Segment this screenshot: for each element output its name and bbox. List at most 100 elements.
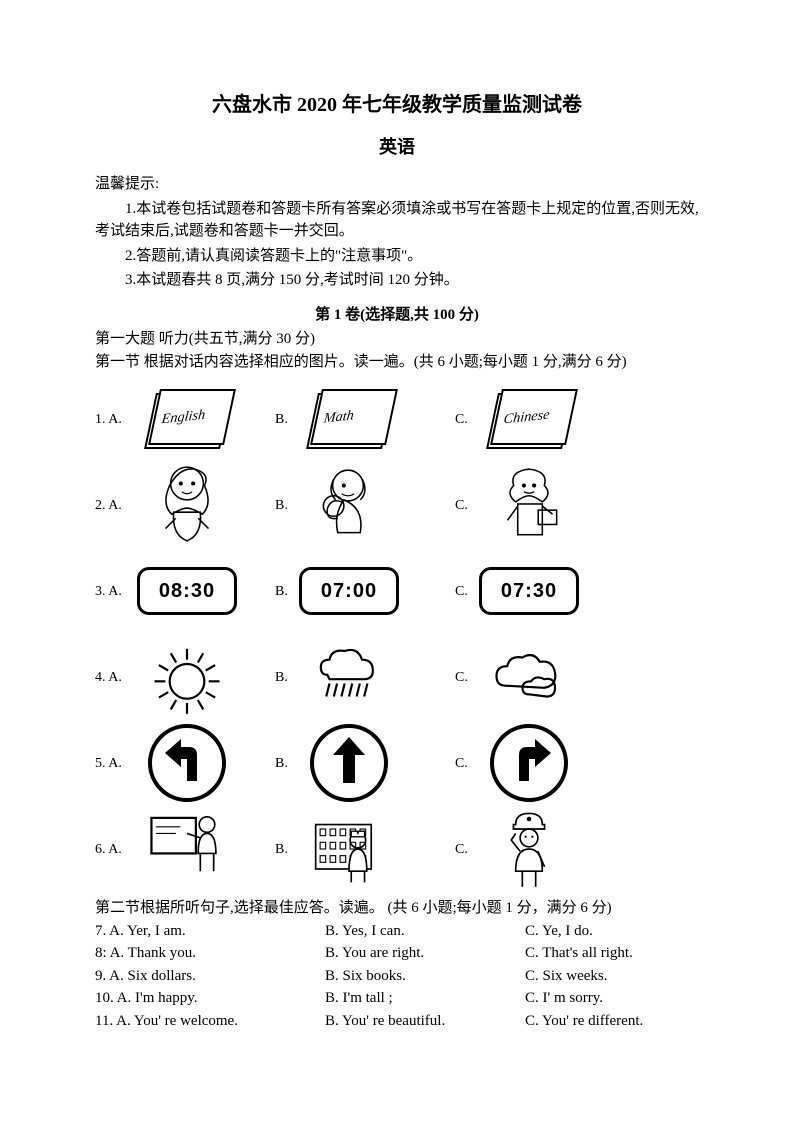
- question-row: 11. A. You' re welcome.B. You' re beauti…: [95, 1010, 699, 1033]
- clock-icon: 07:30: [479, 567, 579, 615]
- tips-label: 温馨提示:: [95, 173, 699, 196]
- picture-box: Chinese: [479, 381, 579, 457]
- picture-box: [137, 725, 237, 801]
- row-number: 3. A.: [95, 581, 137, 602]
- option-label: B.: [275, 495, 299, 516]
- picture-box: [137, 811, 237, 887]
- option-b: B. Six books.: [325, 965, 525, 988]
- question2-block: 7. A. Yer, I am.B. Yes, I can.C. Ye, I d…: [95, 920, 699, 1033]
- option-c: C. I' m sorry.: [525, 987, 699, 1010]
- tip-2: 2.答题前,请认真阅读答题卡上的"注意事项"。: [95, 245, 699, 268]
- picture-box: [479, 725, 579, 801]
- question-row: 8: A. Thank you.B. You are right.C. That…: [95, 942, 699, 965]
- option-cell: 3. A.08:30: [95, 553, 275, 629]
- question-row: 10. A. I'm happy.B. I'm tall ;C. I' m so…: [95, 987, 699, 1010]
- clock-icon: 07:00: [299, 567, 399, 615]
- arrow-sign-icon: [148, 724, 226, 802]
- weather-icon: [304, 638, 394, 716]
- row-number: 1. A.: [95, 409, 137, 430]
- row-number: 6. A.: [95, 839, 137, 860]
- row-number: 2. A.: [95, 495, 137, 516]
- weather-icon: [142, 638, 232, 716]
- option-a: 10. A. I'm happy.: [95, 987, 325, 1010]
- job-icon: [487, 809, 571, 889]
- option-label: B.: [275, 753, 299, 774]
- picture-box: English: [137, 381, 237, 457]
- picture-box: [299, 725, 399, 801]
- option-b: B. You are right.: [325, 942, 525, 965]
- girl-icon: [149, 463, 225, 547]
- option-cell: C.07:30: [455, 553, 635, 629]
- picture-box: [479, 639, 579, 715]
- clock-icon: 08:30: [137, 567, 237, 615]
- picture-box: Math: [299, 381, 399, 457]
- option-c: C. Ye, I do.: [525, 920, 699, 943]
- arrow-sign-icon: [310, 724, 388, 802]
- option-label: B.: [275, 581, 299, 602]
- option-label: B.: [275, 667, 299, 688]
- option-label: C.: [455, 753, 479, 774]
- job-icon: [307, 809, 391, 889]
- option-cell: 4. A.: [95, 639, 275, 715]
- picture-box: [137, 467, 237, 543]
- option-label: C.: [455, 495, 479, 516]
- book-icon: English: [144, 389, 230, 449]
- picture-row: 5. A. B. C.: [95, 725, 699, 801]
- option-b: B. I'm tall ;: [325, 987, 525, 1010]
- picture-box: [299, 639, 399, 715]
- picture-box: [299, 811, 399, 887]
- girl-icon: [311, 463, 387, 547]
- option-b: B. Yes, I can.: [325, 920, 525, 943]
- section2-header: 第二节根据所听句子,选择最佳应答。读遍。 (共 6 小题;每小题 1 分，满分 …: [95, 897, 699, 920]
- picture-box: 07:00: [299, 553, 399, 629]
- picture-box: 07:30: [479, 553, 579, 629]
- exam-page: 六盘水市 2020 年七年级教学质量监测试卷 英语 温馨提示: 1.本试卷包括试…: [0, 0, 794, 1072]
- picture-box: [479, 811, 579, 887]
- picture-row: 4. A.B.C.: [95, 639, 699, 715]
- girl-icon: [491, 463, 567, 547]
- option-c: C. You' re different.: [525, 1010, 699, 1033]
- option-cell: B. Math: [275, 381, 455, 457]
- option-cell: 6. A.: [95, 811, 275, 887]
- listen-header: 第一大题 听力(共五节,满分 30 分): [95, 328, 699, 351]
- option-b: B. You' re beautiful.: [325, 1010, 525, 1033]
- picture-row: 6. A. B. C.: [95, 811, 699, 887]
- option-label: C.: [455, 581, 479, 602]
- job-icon: [145, 809, 229, 889]
- question-row: 7. A. Yer, I am.B. Yes, I can.C. Ye, I d…: [95, 920, 699, 943]
- picture-row: 1. A.EnglishB.MathC.Chinese: [95, 381, 699, 457]
- option-a: 8: A. Thank you.: [95, 942, 325, 965]
- option-c: C. Six weeks.: [525, 965, 699, 988]
- option-label: B.: [275, 409, 299, 430]
- option-c: C. That's all right.: [525, 942, 699, 965]
- book-icon: Math: [306, 389, 392, 449]
- option-cell: C.: [455, 811, 635, 887]
- option-label: B.: [275, 839, 299, 860]
- row-number: 5. A.: [95, 753, 137, 774]
- option-a: 7. A. Yer, I am.: [95, 920, 325, 943]
- option-cell: B.: [275, 639, 455, 715]
- picture-grid: 1. A. English B. Math C. Chinese 2. A. B. C. 3. A…: [95, 381, 699, 887]
- option-cell: C.: [455, 725, 635, 801]
- option-cell: B.: [275, 725, 455, 801]
- tip-1: 1.本试卷包括试题卷和答题卡所有答案必须填涂或书写在答题卡上规定的位置,否则无效…: [95, 198, 699, 243]
- option-a: 11. A. You' re welcome.: [95, 1010, 325, 1033]
- question-row: 9. A. Six dollars.B. Six books.C. Six we…: [95, 965, 699, 988]
- option-label: C.: [455, 839, 479, 860]
- picture-box: [137, 639, 237, 715]
- picture-row: 3. A.08:30B.07:00C.07:30: [95, 553, 699, 629]
- subject-title: 英语: [95, 134, 699, 161]
- row-number: 4. A.: [95, 667, 137, 688]
- option-a: 9. A. Six dollars.: [95, 965, 325, 988]
- part1-header: 第 1 卷(选择题,共 100 分): [95, 304, 699, 327]
- section1-header: 第一节 根据对话内容选择相应的图片。读一遍。(共 6 小题;每小题 1 分,满分…: [95, 351, 699, 374]
- option-cell: 2. A.: [95, 467, 275, 543]
- option-cell: 1. A. English: [95, 381, 275, 457]
- option-cell: B.: [275, 467, 455, 543]
- arrow-sign-icon: [490, 724, 568, 802]
- picture-box: 08:30: [137, 553, 237, 629]
- book-icon: Chinese: [486, 389, 572, 449]
- page-title: 六盘水市 2020 年七年级教学质量监测试卷: [95, 90, 699, 120]
- option-cell: B.07:00: [275, 553, 455, 629]
- picture-box: [479, 467, 579, 543]
